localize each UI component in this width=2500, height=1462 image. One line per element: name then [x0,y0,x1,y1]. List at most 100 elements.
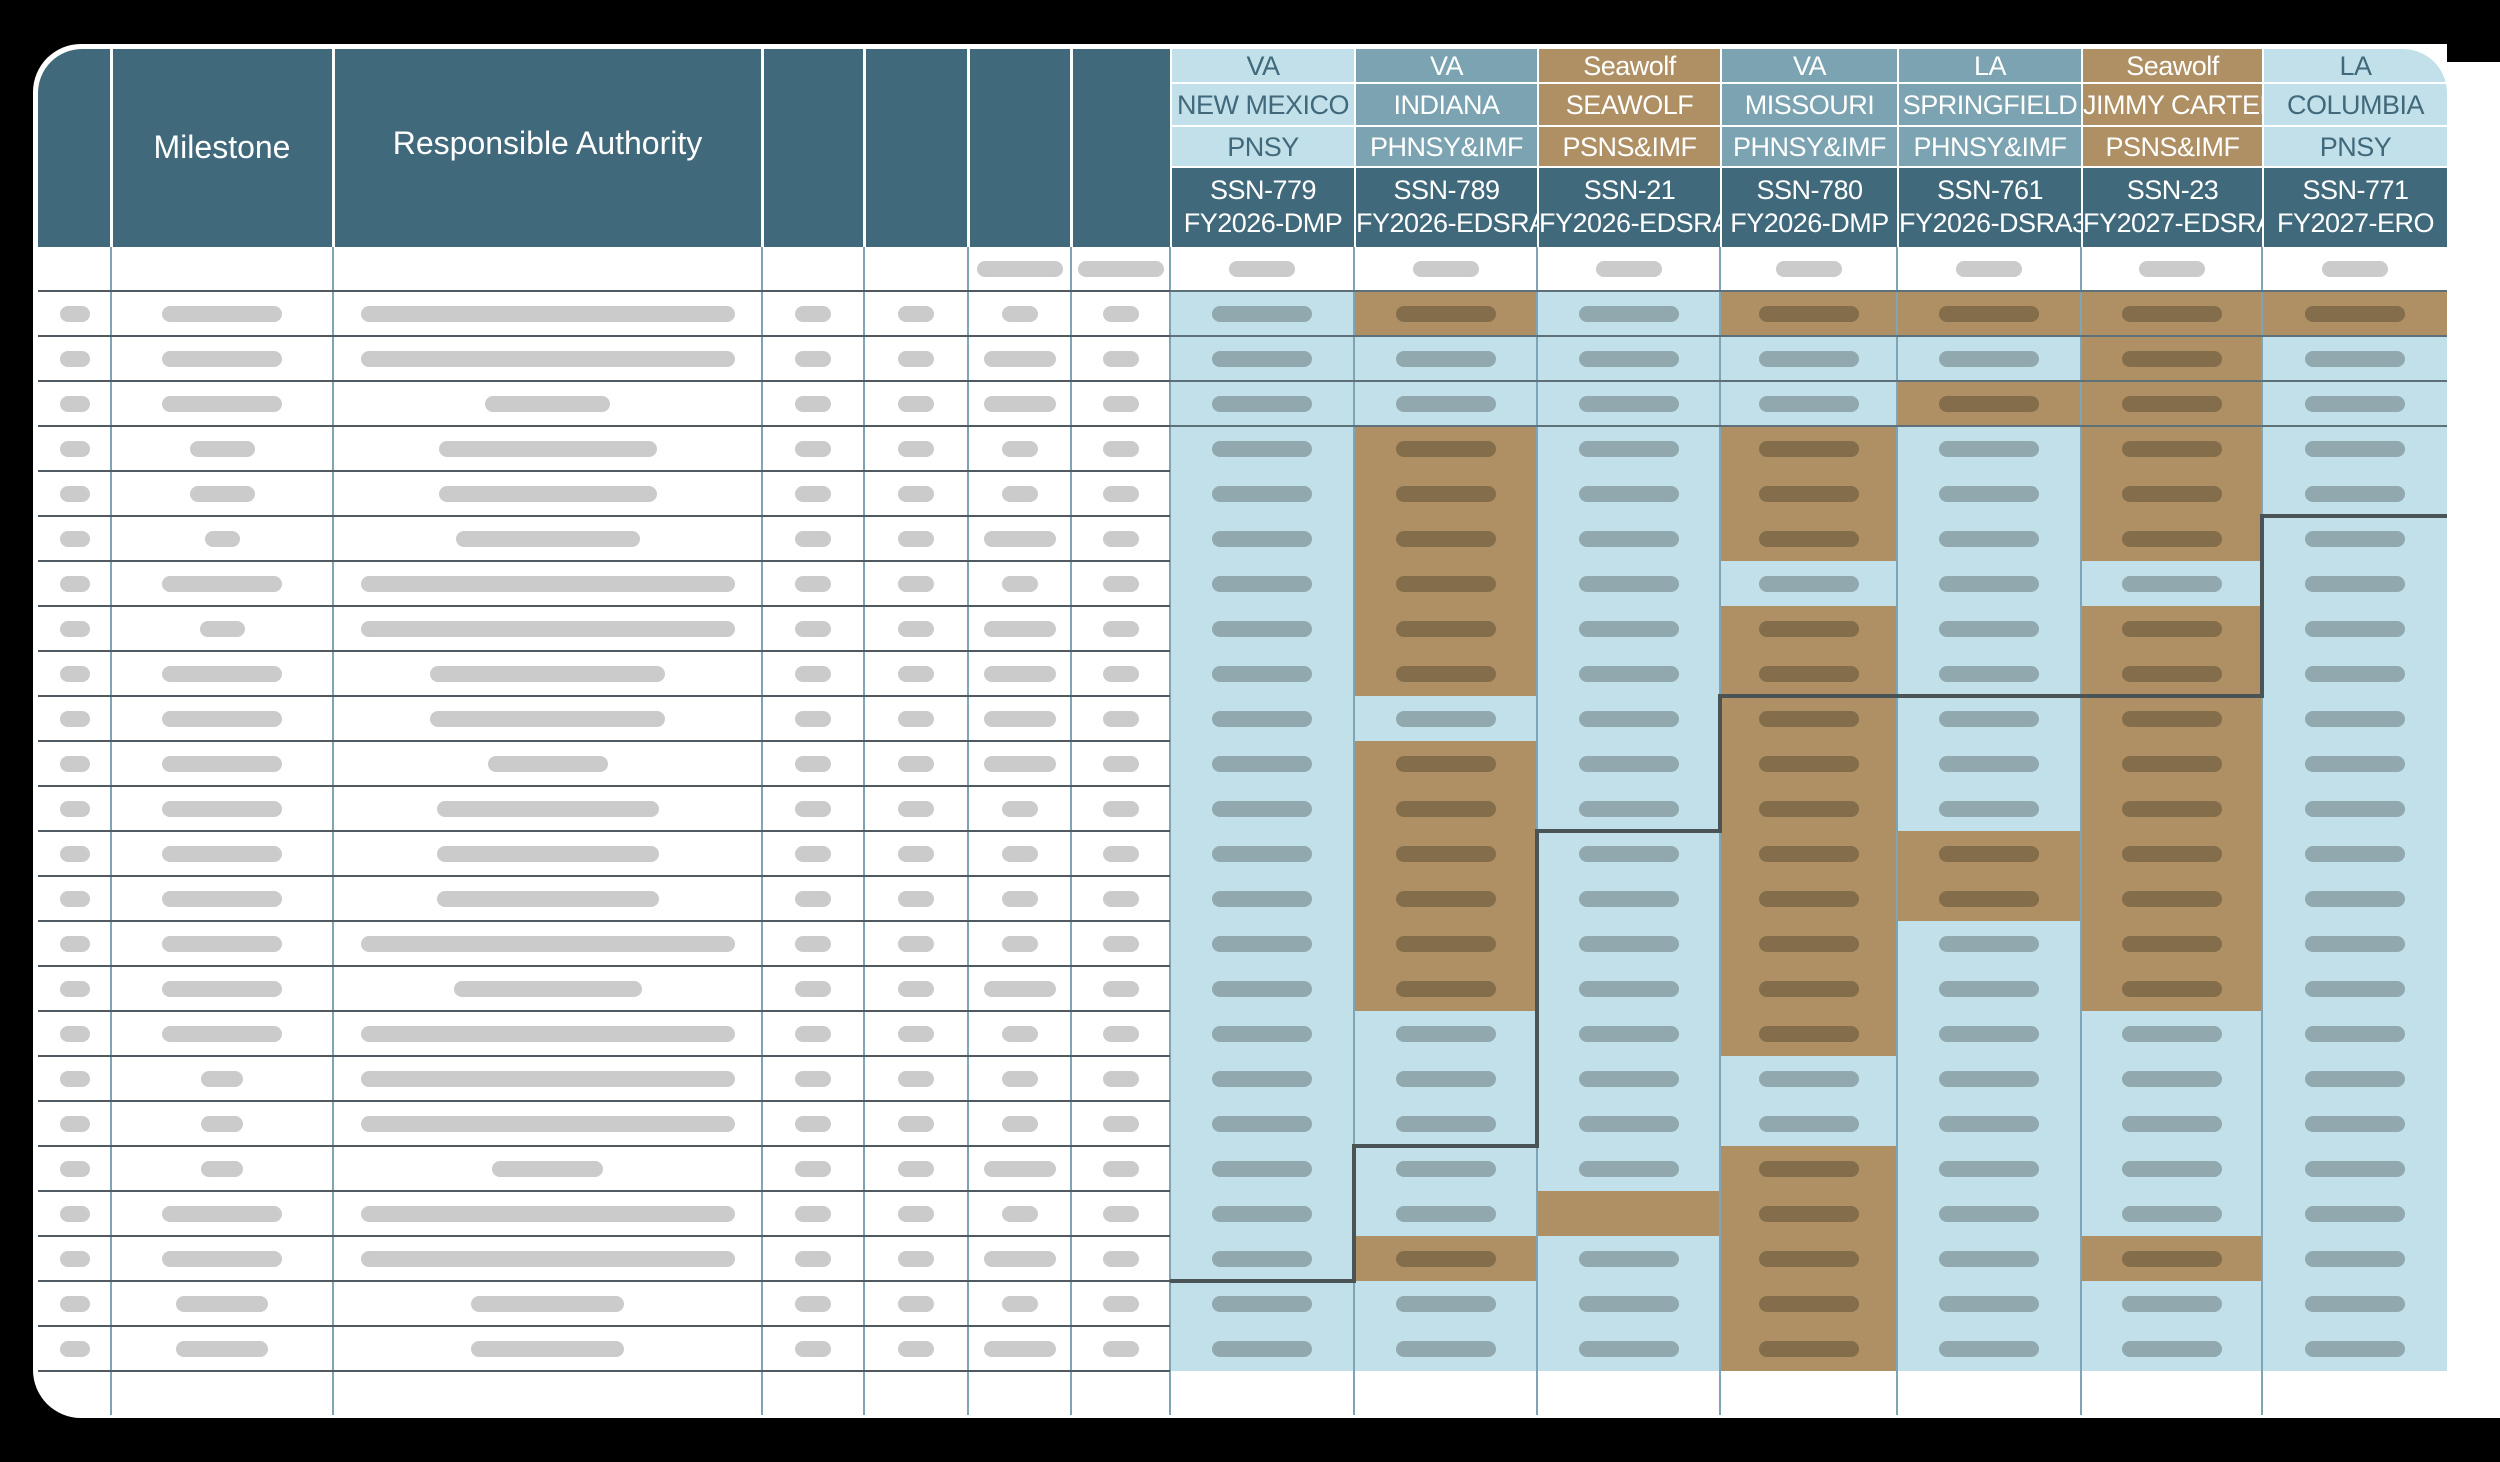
responsible-authority-pill [436,800,659,817]
header-column-divider [110,49,113,247]
data-pill [795,1340,831,1357]
data-pill [983,395,1056,412]
header-column-divider [1070,49,1073,247]
schedule-value-placeholder [1395,530,1496,547]
schedule-value-placeholder [1939,395,2039,412]
row-index-pill [59,1295,90,1312]
row-index-pill [59,1160,90,1177]
data-pill [795,845,831,862]
schedule-value-placeholder [1578,485,1679,502]
data-pill [1001,305,1038,322]
row-divider [38,875,1170,877]
schedule-value-placeholder [2304,530,2405,547]
milestone-pill [162,305,282,322]
data-pill [898,1115,934,1132]
data-pill [1102,1115,1139,1132]
availability-type: FY2026-DMP [1183,208,1343,238]
header-column-divider [761,49,764,247]
schedule-value-placeholder [1395,395,1496,412]
schedule-value-placeholder [1212,1025,1312,1042]
schedule-value-placeholder [1395,1070,1496,1087]
ship-header-yard: PSNS&IMF [1537,127,1720,168]
schedule-value-placeholder [1758,485,1859,502]
data-pill [795,800,831,817]
data-pill [1001,440,1038,457]
data-pill [1001,935,1038,952]
data-pill [795,1070,831,1087]
schedule-value-placeholder [2304,755,2405,772]
schedule-value-placeholder [1578,620,1679,637]
data-pill [898,710,934,727]
data-pill [898,1025,934,1042]
data-pill [795,935,831,952]
schedule-value-placeholder [1758,305,1859,322]
row-index-pill [59,575,90,592]
row-index-pill [59,350,90,367]
availability-type: FY2027-ERO [2276,208,2435,238]
schedule-value-placeholder [1212,530,1312,547]
baseline-step-line [1170,1279,1356,1283]
data-pill [795,1295,831,1312]
data-pill [898,755,934,772]
row-index-pill [59,665,90,682]
ship-header-hull: SSN-23 FY2027-EDSRA [2081,168,2262,247]
row-index-pill [59,890,90,907]
schedule-value-placeholder [1212,1115,1312,1132]
ship-header-name: SEAWOLF [1537,84,1720,127]
schedule-value-placeholder [2121,980,2222,997]
milestone-pill [162,350,282,367]
responsible-authority-pill [360,1070,735,1087]
milestone-pill [162,710,282,727]
schedule-cell-active[interactable] [1537,1191,1720,1236]
data-pill [1102,620,1139,637]
data-pill [983,1160,1056,1177]
data-pill [1102,935,1139,952]
schedule-value-placeholder [2304,1295,2405,1312]
milestone-pill [162,665,282,682]
data-pill [983,665,1056,682]
row-divider [38,1280,1170,1282]
schedule-value-placeholder [2121,530,2222,547]
row-divider [38,695,1170,697]
milestone-pill [201,1070,243,1087]
ship-header-name: COLUMBIA [2262,84,2447,127]
baseline-step-line [1537,829,1722,833]
data-pill [983,1250,1056,1267]
column-divider [2261,247,2263,1415]
schedule-value-placeholder [1212,305,1312,322]
row-divider [38,830,1170,832]
schedule-value-placeholder [1212,620,1312,637]
ship-header-class: LA [1897,49,2081,84]
schedule-value-placeholder [1578,980,1679,997]
schedule-value-placeholder [1212,1295,1312,1312]
milestone-pill [162,845,282,862]
schedule-value-placeholder [1578,890,1679,907]
schedule-value-placeholder [1212,1205,1312,1222]
responsible-authority-pill [360,1025,735,1042]
schedule-value-placeholder [1939,1205,2039,1222]
data-pill [1102,1025,1139,1042]
schedule-value-placeholder [1758,890,1859,907]
row-divider [38,965,1170,967]
header-placeholder-pill [2321,261,2388,277]
ship-header-name: MISSOURI [1720,84,1897,127]
row-divider [1170,335,2447,337]
header-placeholder-pill [976,261,1063,277]
schedule-value-placeholder [1758,1340,1859,1357]
responsible-authority-pill [438,440,657,457]
row-divider [38,1235,1170,1237]
schedule-value-placeholder [2304,350,2405,367]
responsible-authority-pill [453,980,642,997]
row-index-pill [59,305,90,322]
row-index-pill [59,980,90,997]
schedule-value-placeholder [1939,665,2039,682]
milestone-header: Milestone [153,129,291,165]
ship-header-hull: SSN-761 FY2026-DSRA3 [1897,168,2081,247]
hull-number: SSN-23 [2126,175,2219,205]
schedule-value-placeholder [1395,350,1496,367]
schedule-value-placeholder [1578,935,1679,952]
responsible-authority-pill [471,1295,624,1312]
row-index-pill [59,530,90,547]
data-pill [1102,1340,1139,1357]
schedule-value-placeholder [1395,440,1496,457]
